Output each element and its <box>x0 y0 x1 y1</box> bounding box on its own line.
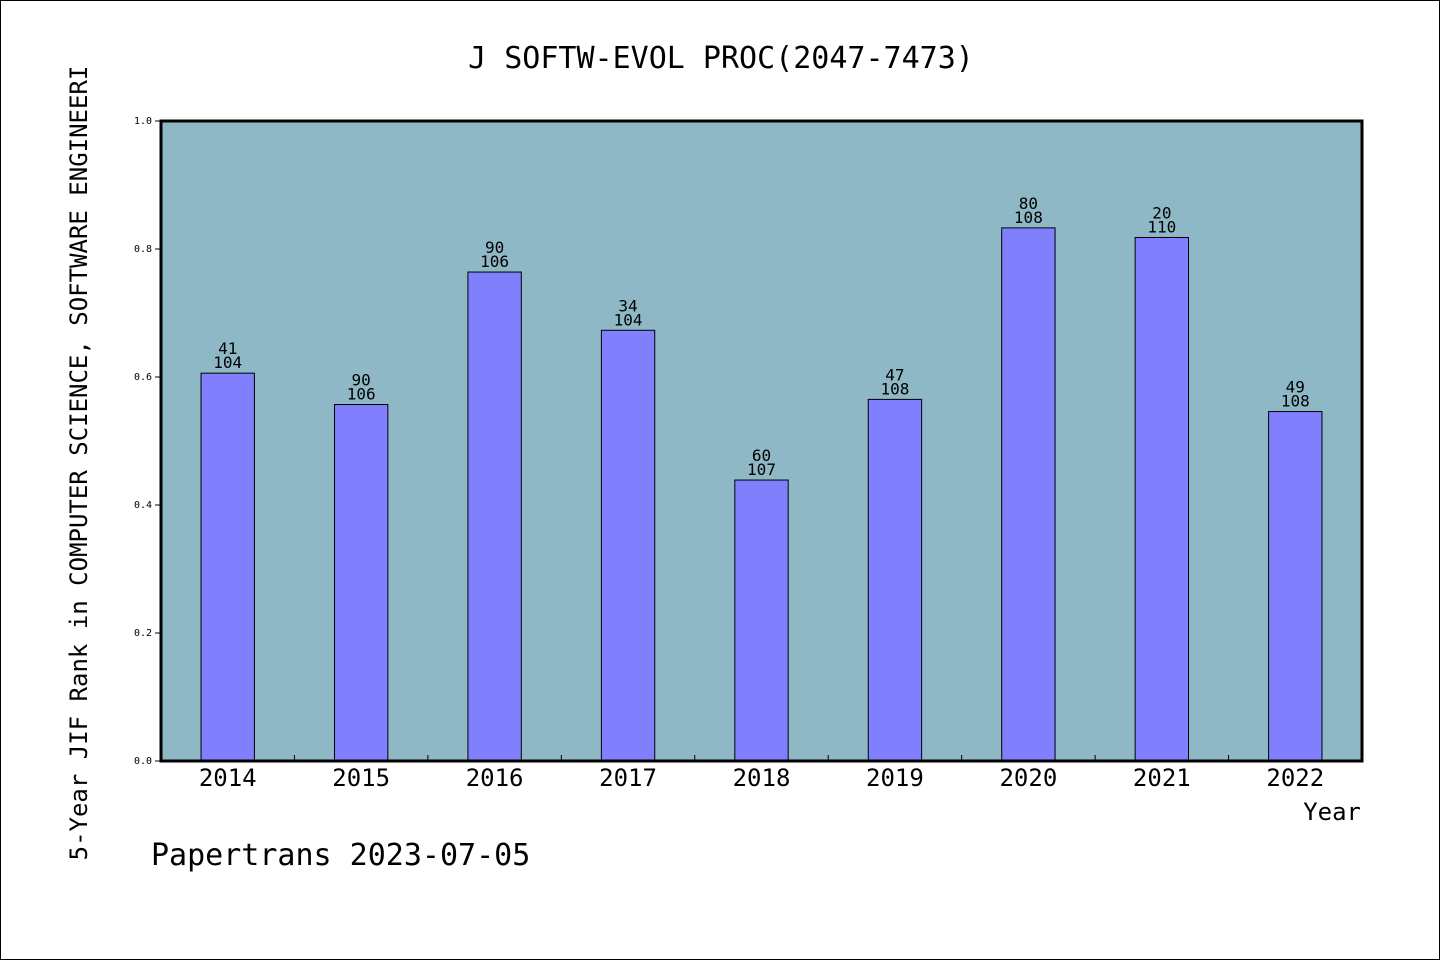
x-tick-label-2016: 2016 <box>466 764 524 792</box>
bar-2022 <box>1268 411 1323 762</box>
bar-2019 <box>867 398 923 762</box>
x-tick-label-2022: 2022 <box>1266 764 1324 792</box>
x-tick-label-2020: 2020 <box>999 764 1057 792</box>
footer-credit: Papertrans 2023-07-05 <box>151 838 530 873</box>
x-tick-label-2014: 2014 <box>199 764 257 792</box>
y-tick-label: 0.2 <box>134 628 152 639</box>
y-tick-label: 1.0 <box>134 116 152 127</box>
data-label-bottom-2015: 106 <box>347 385 376 404</box>
x-tick-label-2015: 2015 <box>332 764 390 792</box>
data-label-bottom-2021: 110 <box>1147 217 1176 236</box>
data-label-top-2019: 47 <box>885 365 904 384</box>
x-tick-label-2019: 2019 <box>866 764 924 792</box>
data-label-top-2014: 41 <box>218 339 237 358</box>
data-label-bottom-2019: 108 <box>880 379 909 398</box>
y-tick-label: 0.6 <box>134 372 152 383</box>
chart-title: J SOFTW-EVOL PROC(2047-7473) <box>468 41 974 76</box>
x-ticks-group: 2014 2015 2016 2017 2018 2019 2020 2021 2022 <box>199 755 1324 792</box>
data-label-top-2021: 20 <box>1152 203 1171 222</box>
bar-2014 <box>200 372 255 762</box>
plot-border <box>159 119 1364 763</box>
data-label-bottom-2018: 107 <box>747 460 776 479</box>
y-tick-label: 0.0 <box>134 756 152 767</box>
bar-2015 <box>333 404 389 762</box>
y-axis-label: 5-Year JIF Rank in COMPUTER SCIENCE, SOF… <box>65 66 93 861</box>
data-label-top-2020: 80 <box>1019 194 1038 213</box>
data-label-top-2022: 49 <box>1286 378 1305 397</box>
data-label-top-2017: 34 <box>618 296 637 315</box>
bar-2018 <box>734 479 789 762</box>
bars-group <box>200 227 1323 762</box>
x-axis-label: Year <box>1303 798 1361 826</box>
data-label-top-2015: 90 <box>352 371 371 390</box>
data-label-bottom-2016: 106 <box>480 252 509 271</box>
bar-2017 <box>600 329 656 762</box>
bar-2021 <box>1134 236 1190 762</box>
data-label-bottom-2020: 108 <box>1014 208 1043 227</box>
y-ticks-group: 0.0 0.2 0.4 0.6 0.8 1.0 <box>134 116 161 767</box>
x-tick-label-2018: 2018 <box>733 764 791 792</box>
data-label-bottom-2017: 104 <box>614 310 643 329</box>
data-label-top-2018: 60 <box>752 446 771 465</box>
x-tick-label-2021: 2021 <box>1133 764 1191 792</box>
data-label-bottom-2022: 108 <box>1281 392 1310 411</box>
data-label-top-2016: 90 <box>485 238 504 257</box>
y-tick-label: 0.8 <box>134 244 152 255</box>
y-tick-label: 0.4 <box>134 500 152 511</box>
data-label-bottom-2014: 104 <box>213 353 242 372</box>
bar-2016 <box>467 271 522 762</box>
x-tick-label-2017: 2017 <box>599 764 657 792</box>
bar-2020 <box>1001 227 1056 762</box>
